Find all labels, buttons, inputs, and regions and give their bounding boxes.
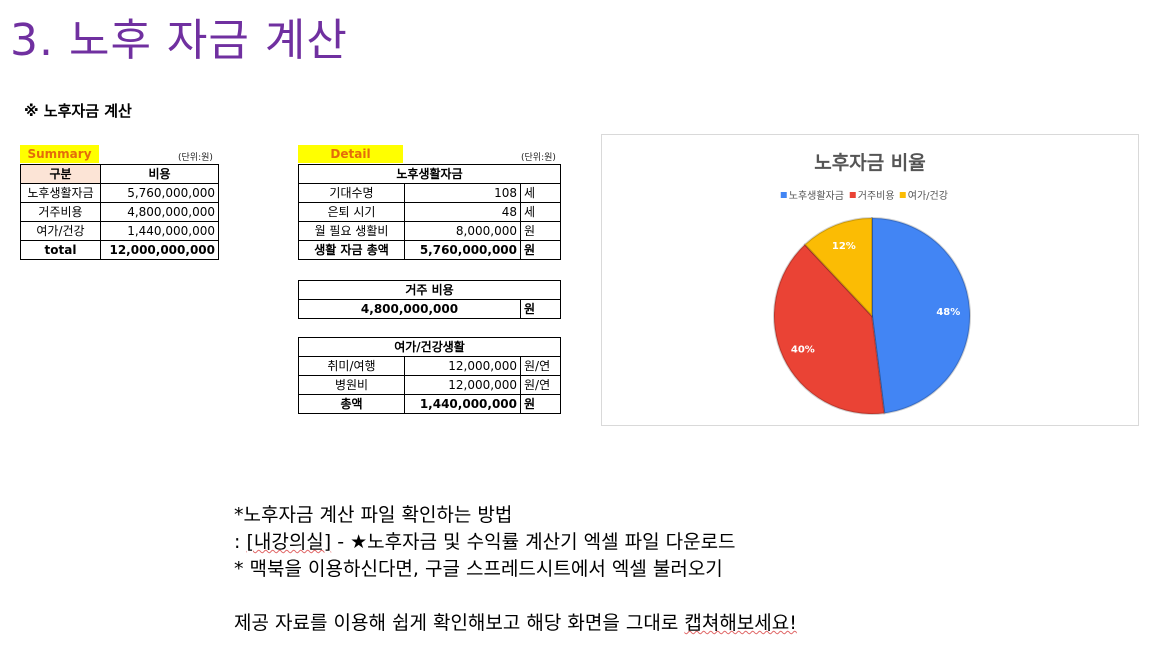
detail-value: 48	[404, 202, 521, 222]
detail-unit: (단위:원)	[521, 153, 556, 163]
instructions: *노후자금 계산 파일 확인하는 방법 : [내강의실] - ★노후자금 및 수…	[234, 502, 797, 637]
legend-label: 노후생활자금	[789, 189, 844, 202]
legend-swatch	[899, 192, 906, 198]
detail-label: 월 필요 생활비	[298, 221, 405, 241]
note-spacer	[234, 583, 797, 610]
detail-label: 취미/여행	[298, 356, 405, 376]
table-row: 은퇴 시기 48 세	[298, 202, 561, 222]
pie-slices	[773, 216, 971, 415]
leisure-table: 여가/건강생활 취미/여행 12,000,000 원/연 병원비 12,000,…	[298, 337, 561, 414]
detail-unit-cell: 세	[520, 183, 561, 203]
detail-unit-cell: 원	[520, 394, 561, 414]
summary-table: 구분 비용 노후생활자금 5,760,000,000 거주비용 4,800,00…	[20, 164, 219, 260]
summary-value: 5,760,000,000	[100, 183, 219, 203]
header-cell: 구분	[20, 164, 101, 184]
detail-value: 108	[404, 183, 521, 203]
detail-label: 은퇴 시기	[298, 202, 405, 222]
table-row: 여가/건강생활	[298, 337, 561, 357]
table-row: 거주비용 4,800,000,000	[20, 202, 219, 222]
pie-slice	[803, 216, 873, 319]
summary-total-value: 12,000,000,000	[100, 240, 219, 260]
pie-labels: 48% 40% 12%	[791, 241, 960, 356]
summary-value: 1,440,000,000	[100, 221, 219, 241]
note-rest: - ★노후자금 및 수익률 계산기 엑셀 파일 다운로드	[331, 531, 736, 553]
table-row: 기대수명 108 세	[298, 183, 561, 203]
housing-value: 4,800,000,000	[298, 299, 521, 319]
detail-unit-cell: 원/연	[520, 356, 561, 376]
detail-value: 8,000,000	[404, 221, 521, 241]
detail-label: 기대수명	[298, 183, 405, 203]
pie-label: 12%	[832, 241, 856, 252]
chart-title: 노후자금 비율	[814, 152, 926, 174]
detail-unit-cell: 원/연	[520, 375, 561, 395]
housing-table: 거주 비용 4,800,000,000 원	[298, 280, 561, 319]
detail-total-value: 5,760,000,000	[404, 240, 521, 260]
pie-chart: 노후자금 비율 노후생활자금 거주비용 여가/건강 48% 40% 12%	[773, 152, 971, 415]
header-cell: 비용	[100, 164, 219, 184]
pie-label: 40%	[791, 345, 815, 356]
legend-swatch	[849, 192, 856, 198]
table-row: 총액 1,440,000,000 원	[298, 394, 561, 414]
detail-value: 12,000,000	[404, 356, 521, 376]
detail-tag: Detail	[298, 145, 403, 163]
table-row: 생활 자금 총액 5,760,000,000 원	[298, 240, 561, 260]
legend-label: 여가/건강	[908, 190, 948, 202]
summary-total-label: total	[20, 240, 101, 260]
summary-label: 거주비용	[20, 202, 101, 222]
detail-total-label: 생활 자금 총액	[298, 240, 405, 260]
classroom-link-text: [내강의실]	[246, 531, 332, 553]
housing-unit: 원	[520, 299, 561, 319]
note-prefix: :	[234, 531, 247, 553]
summary-label: 여가/건강	[20, 221, 101, 241]
legend-label: 거주비용	[858, 190, 895, 202]
legend-swatch	[780, 192, 787, 198]
note-line: 제공 자료를 이용해 쉽게 확인해보고 해당 화면을 그대로 캡쳐해보세요!	[234, 610, 797, 637]
pie-slice	[773, 243, 886, 415]
leisure-header: 여가/건강생활	[298, 337, 561, 357]
pie-slice	[871, 216, 971, 415]
detail-total-label: 총액	[298, 394, 405, 414]
note-line: *노후자금 계산 파일 확인하는 방법	[234, 504, 513, 526]
summary-tag: Summary	[20, 145, 99, 163]
living-table: 노후생활자금 기대수명 108 세 은퇴 시기 48 세 월 필요 생활비 8,…	[298, 164, 561, 260]
table-row: 구분 비용	[20, 164, 219, 184]
note-main: 제공 자료를 이용해 쉽게 확인해보고 해당 화면을 그대로	[234, 612, 685, 634]
table-row: 취미/여행 12,000,000 원/연	[298, 356, 561, 376]
table-row: 병원비 12,000,000 원/연	[298, 375, 561, 395]
detail-unit-cell: 세	[520, 202, 561, 222]
detail-unit-cell: 원	[520, 240, 561, 260]
housing-header: 거주 비용	[298, 280, 561, 300]
detail-unit-cell: 원	[520, 221, 561, 241]
table-row: 4,800,000,000 원	[298, 299, 561, 319]
living-header: 노후생활자금	[298, 164, 561, 184]
table-row: 여가/건강 1,440,000,000	[20, 221, 219, 241]
pie-chart-container: 노후자금 비율 노후생활자금 거주비용 여가/건강 48% 40% 12%	[601, 134, 1139, 426]
table-row: 노후생활자금	[298, 164, 561, 184]
detail-label: 병원비	[298, 375, 405, 395]
summary-label: 노후생활자금	[20, 183, 101, 203]
detail-total-value: 1,440,000,000	[404, 394, 521, 414]
table-row: 노후생활자금 5,760,000,000	[20, 183, 219, 203]
summary-value: 4,800,000,000	[100, 202, 219, 222]
summary-unit: (단위:원)	[178, 153, 213, 163]
detail-value: 12,000,000	[404, 375, 521, 395]
table-row: 월 필요 생활비 8,000,000 원	[298, 221, 561, 241]
chart-legend: 노후생활자금 거주비용 여가/건강	[780, 189, 948, 202]
note-tail: 캡쳐해보세요!	[684, 612, 797, 634]
table-row: total 12,000,000,000	[20, 240, 219, 260]
pie-label: 48%	[936, 307, 960, 318]
slide-title: 3. 노후 자금 계산	[10, 15, 348, 66]
section-heading: ※ 노후자금 계산	[24, 102, 132, 120]
note-line: : [내강의실] - ★노후자금 및 수익률 계산기 엑셀 파일 다운로드	[234, 529, 797, 556]
table-row: 거주 비용	[298, 280, 561, 300]
note-line: * 맥북을 이용하신다면, 구글 스프레드시트에서 엑셀 불러오기	[234, 558, 723, 580]
